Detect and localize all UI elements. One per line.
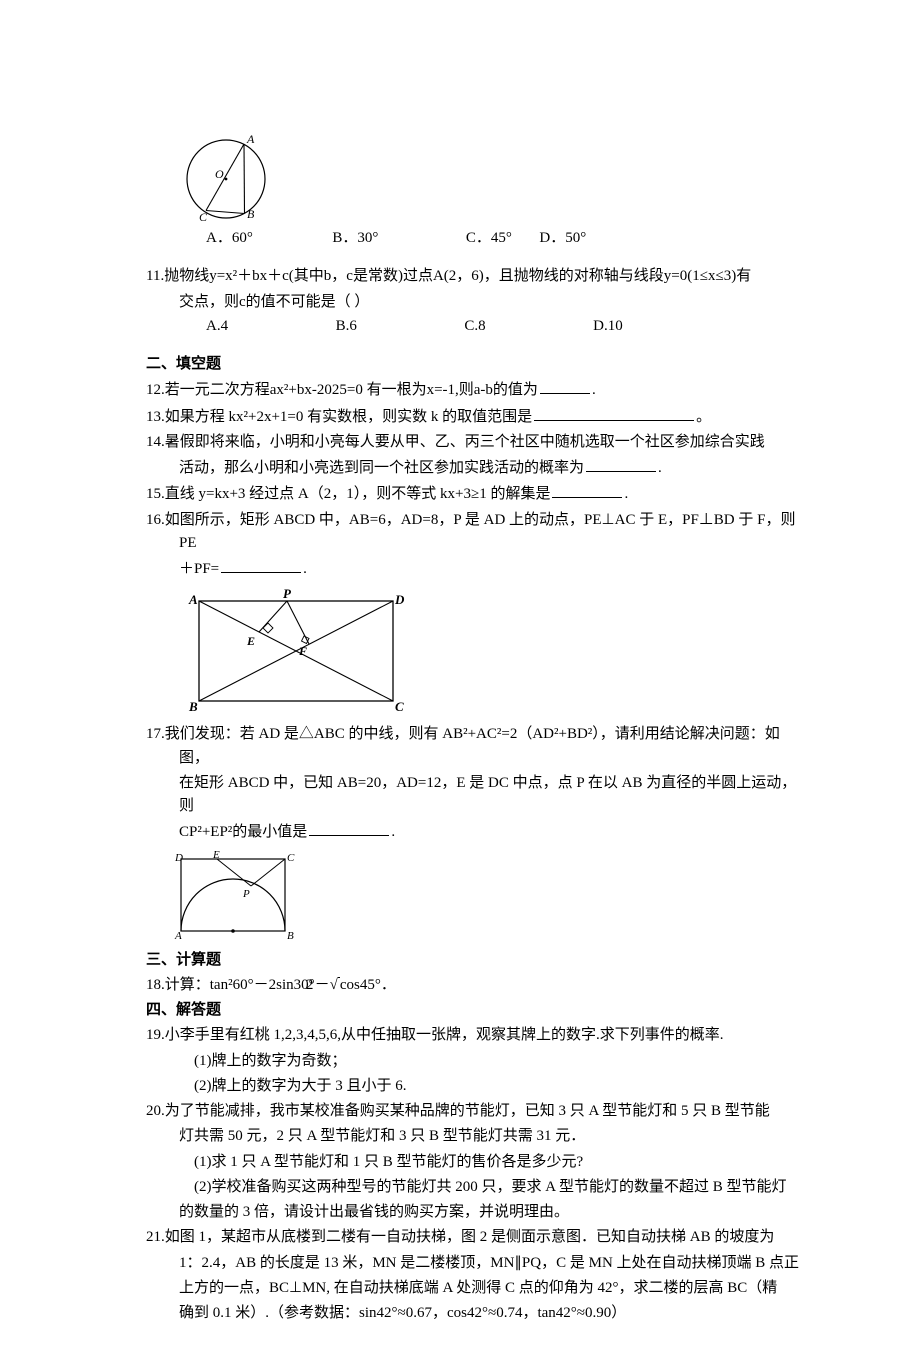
q17-tail: . bbox=[391, 824, 395, 840]
q12-tail: . bbox=[592, 382, 596, 398]
q10-choice-A: A．60° bbox=[206, 227, 253, 250]
section-answer: 四、解答题 bbox=[146, 999, 800, 1022]
label-C: C bbox=[199, 210, 208, 222]
q16-line2: ＋PF=. bbox=[146, 557, 800, 581]
q20-line1: 20.为了节能减排，我市某校准备购买某种品牌的节能灯，已知 3 只 A 型节能灯… bbox=[146, 1100, 800, 1123]
q11-line1: 11.抛物线y=x²＋bx＋c(其中b，c是常数)过点A(2，6)，且抛物线的对… bbox=[146, 265, 800, 288]
q12: 12.若一元二次方程ax²+bx-2025=0 有一根为x=-1,则a-b的值为… bbox=[146, 378, 800, 402]
lbl-A: A bbox=[174, 930, 182, 942]
q13-tail: 。 bbox=[696, 409, 711, 425]
lbl-D: D bbox=[174, 852, 183, 864]
q15-tail: . bbox=[624, 486, 628, 502]
q18-dot: ． bbox=[381, 977, 396, 993]
q21-line3: 上方的一点，BC⊥MN, 在自动扶梯底端 A 处测得 C 点的仰角为 42°，求… bbox=[146, 1277, 800, 1300]
label-O: O bbox=[215, 167, 224, 181]
lbl-E: E bbox=[246, 634, 255, 648]
q10-choice-D: D．50° bbox=[539, 227, 586, 250]
lbl-E: E bbox=[212, 851, 220, 861]
lbl-C: C bbox=[395, 699, 404, 714]
q14-line2: 活动，那么小明和小亮选到同一个社区参加实践活动的概率为. bbox=[146, 456, 800, 480]
q19-sub2: (2)牌上的数字为大于 3 且小于 6. bbox=[146, 1075, 800, 1098]
blank[interactable] bbox=[534, 405, 694, 421]
q15: 15.直线 y=kx+3 经过点 A（2，1），则不等式 kx+3≥1 的解集是… bbox=[146, 482, 800, 506]
q18-lead: 18.计算： bbox=[146, 977, 210, 993]
q17-text3: CP²+EP²的最小值是 bbox=[179, 824, 307, 840]
q11-choice-C: C.8 bbox=[464, 315, 485, 338]
exam-page: A B C O A．60° B．30° C．45° D．50° 11.抛物线y=… bbox=[0, 0, 920, 1367]
q14-tail: . bbox=[658, 460, 662, 476]
q12-text: 12.若一元二次方程ax²+bx-2025=0 有一根为x=-1,则a-b的值为 bbox=[146, 382, 538, 398]
q16-text2: ＋PF= bbox=[179, 561, 219, 577]
q17-line3: CP²+EP²的最小值是. bbox=[146, 820, 800, 844]
q11-choice-B: B.6 bbox=[336, 315, 357, 338]
lbl-C: C bbox=[287, 852, 295, 864]
section-calc: 三、计算题 bbox=[146, 949, 800, 972]
q16-tail: . bbox=[303, 561, 307, 577]
q11-choice-D: D.10 bbox=[593, 315, 623, 338]
q18-c: cos45° bbox=[340, 977, 381, 993]
blank[interactable] bbox=[552, 482, 622, 498]
blank[interactable] bbox=[221, 557, 301, 573]
q13-text: 13.如果方程 kx²+2x+1=0 有实数根，则实数 k 的取值范围是 bbox=[146, 409, 532, 425]
q10-choice-C: C．45° bbox=[466, 227, 512, 250]
q18-a: tan²60° bbox=[210, 977, 254, 993]
q11-choice-A: A.4 bbox=[206, 315, 228, 338]
q20-sub2b: 的数量的 3 倍，请设计出最省钱的购买方案，并说明理由。 bbox=[146, 1201, 800, 1224]
q18: 18.计算：tan²60°－2sin30°－√2cos45°． bbox=[146, 974, 800, 997]
figure-q16-rect: A D B C P E F bbox=[179, 587, 800, 717]
q19-line1: 19.小李手里有红桃 1,2,3,4,5,6,从中任抽取一张牌，观察其牌上的数字… bbox=[146, 1024, 800, 1047]
q18-op1: － bbox=[254, 977, 269, 993]
blank[interactable] bbox=[540, 378, 590, 394]
q11-choices: A.4 B.6 C.8 D.10 bbox=[146, 315, 800, 338]
label-A: A bbox=[246, 132, 255, 146]
lbl-P: P bbox=[283, 587, 292, 601]
lbl-A: A bbox=[188, 592, 198, 607]
blank[interactable] bbox=[309, 820, 389, 836]
q21-line2: 1：2.4，AB 的长度是 13 米，MN 是二楼楼顶，MN∥PQ，C 是 MN… bbox=[146, 1252, 800, 1275]
q17-line2: 在矩形 ABCD 中，已知 AB=20，AD=12，E 是 DC 中点，点 P … bbox=[146, 772, 800, 819]
lbl-D: D bbox=[394, 592, 405, 607]
q17-line1: 17.我们发现：若 AD 是△ABC 的中线，则有 AB²+AC²=2（AD²+… bbox=[146, 723, 800, 770]
q10-choice-B: B．30° bbox=[332, 227, 378, 250]
q20-line2: 灯共需 50 元，2 只 A 型节能灯和 3 只 B 型节能灯共需 31 元． bbox=[146, 1125, 800, 1148]
lbl-P: P bbox=[242, 888, 250, 900]
lbl-F: F bbox=[298, 644, 307, 658]
q21-line1: 21.如图 1，某超市从底楼到二楼有一自动扶梯，图 2 是侧面示意图．已知自动扶… bbox=[146, 1226, 800, 1249]
q10-choices: A．60° B．30° C．45° D．50° bbox=[146, 227, 800, 250]
q18-op2: － bbox=[315, 977, 330, 993]
lbl-B: B bbox=[188, 699, 198, 714]
q16-line1: 16.如图所示，矩形 ABCD 中，AB=6，AD=8，P 是 AD 上的动点，… bbox=[146, 509, 800, 556]
lbl-B: B bbox=[287, 930, 294, 942]
figure-q17-semicircle: A B C D E P bbox=[169, 851, 801, 943]
q14-line1: 14.暑假即将来临，小明和小亮每人要从甲、乙、丙三个社区中随机选取一个社区参加综… bbox=[146, 431, 800, 454]
section-fill: 二、填空题 bbox=[146, 353, 800, 376]
q13: 13.如果方程 kx²+2x+1=0 有实数根，则实数 k 的取值范围是 。 bbox=[146, 405, 800, 429]
q15-text: 15.直线 y=kx+3 经过点 A（2，1），则不等式 kx+3≥1 的解集是 bbox=[146, 486, 550, 502]
q19-sub1: (1)牌上的数字为奇数； bbox=[146, 1050, 800, 1073]
sqrt-icon: √2 bbox=[330, 977, 340, 993]
q20-sub1: (1)求 1 只 A 型节能灯和 1 只 B 型节能灯的售价各是多少元? bbox=[146, 1151, 800, 1174]
q21-line4: 确到 0.1 米）.（参考数据：sin42°≈0.67，cos42°≈0.74，… bbox=[146, 1302, 800, 1325]
q14-text2: 活动，那么小明和小亮选到同一个社区参加实践活动的概率为 bbox=[179, 460, 584, 476]
figure-q10-circle: A B C O bbox=[179, 132, 800, 222]
blank[interactable] bbox=[586, 456, 656, 472]
q20-sub2a: (2)学校准备购买这两种型号的节能灯共 200 只，要求 A 型节能灯的数量不超… bbox=[146, 1176, 800, 1199]
q11-line2: 交点，则c的值不可能是（ ） bbox=[146, 291, 800, 314]
label-B: B bbox=[247, 207, 255, 221]
